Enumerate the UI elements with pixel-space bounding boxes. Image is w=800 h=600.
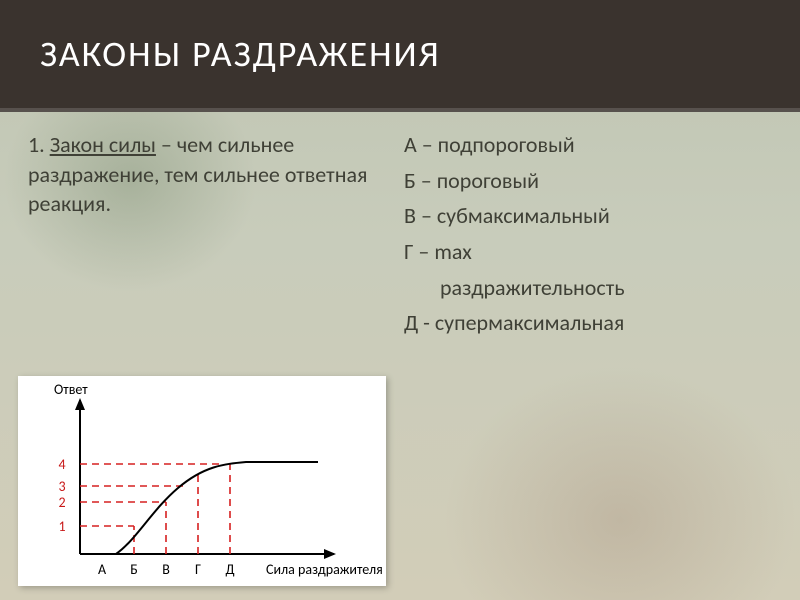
law-term: Закон силы [50,131,156,158]
law-number: 1. [28,131,50,158]
svg-text:Ответ: Ответ [54,381,88,398]
title-bar: ЗАКОНЫ РАЗДРАЖЕНИЯ [0,0,800,112]
svg-text:4: 4 [58,456,65,473]
svg-text:3: 3 [58,478,65,495]
content-columns: 1. Закон силы – чем сильнее раздражение,… [28,130,772,344]
legend-d: Д - супермаксимальная [404,308,772,338]
chart-svg: Ответ Сила раздражителя 1 23 4 А Б В Г Д [18,376,386,586]
legend-b: Б – пороговый [404,166,772,196]
legend-g1: Г – max [404,237,772,267]
svg-text:А: А [98,561,107,578]
slide-title: ЗАКОНЫ РАЗДРАЖЕНИЯ [40,32,441,76]
svg-text:Б: Б [130,561,138,578]
svg-text:1: 1 [58,518,65,535]
svg-text:2: 2 [58,494,65,511]
legend-v: В – субмаксимальный [404,201,772,231]
svg-text:Г: Г [195,561,201,578]
svg-text:В: В [162,561,170,578]
left-column: 1. Закон силы – чем сильнее раздражение,… [28,130,396,344]
legend-g2: раздражительность [404,273,772,303]
chart-panel: Ответ Сила раздражителя 1 23 4 А Б В Г Д [18,376,386,586]
right-column: А – подпороговый Б – пороговый В – субма… [404,130,772,344]
svg-text:Сила раздражителя: Сила раздражителя [266,561,383,578]
legend-a: А – подпороговый [404,130,772,160]
svg-text:Д: Д [225,561,234,578]
law-paragraph: 1. Закон силы – чем сильнее раздражение,… [28,130,396,219]
